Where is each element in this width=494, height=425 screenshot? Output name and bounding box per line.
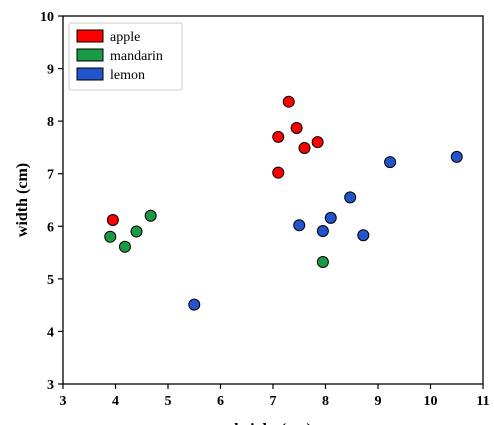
x-tick-label-1: 4 — [112, 394, 119, 409]
lemon-point-6 — [384, 156, 397, 169]
x-tick-label-2: 5 — [165, 394, 172, 409]
mandarin-point-3 — [144, 209, 157, 222]
y-tick-label-3: 6 — [47, 220, 54, 235]
y-axis-title: width (cm) — [14, 163, 31, 237]
x-tick-label-6: 9 — [375, 394, 382, 409]
plot-area — [104, 95, 463, 311]
x-tick-label-5: 8 — [322, 394, 329, 409]
apple-point-0 — [106, 213, 119, 226]
apple-point-2 — [272, 166, 285, 179]
x-tick-label-7: 10 — [424, 394, 438, 409]
x-tick-label-0: 3 — [60, 394, 67, 409]
y-tick-label-0: 3 — [47, 378, 54, 393]
legend-label-apple: apple — [110, 30, 140, 45]
x-axis-title: height (cm) — [234, 421, 312, 425]
apple-point-3 — [282, 95, 295, 108]
lemon-point-5 — [357, 229, 370, 242]
lemon-point-4 — [344, 191, 357, 204]
apple-point-5 — [298, 141, 311, 154]
axes: 3 4 5 6 7 8 9 10 11 3 4 5 6 7 8 9 10 height (cm) width (cm… — [14, 10, 490, 425]
y-tick-label-4: 7 — [47, 168, 54, 183]
mandarin-point-4 — [316, 256, 329, 269]
apple-point-1 — [272, 130, 285, 143]
apple-point-6 — [311, 136, 324, 149]
legend-swatch-lemon — [76, 67, 104, 81]
x-tick-label-3: 6 — [217, 394, 224, 409]
y-tick-label-7: 10 — [40, 10, 54, 25]
legend-label-lemon: lemon — [110, 68, 145, 83]
lemon-point-3 — [324, 211, 337, 224]
lemon-point-0 — [188, 298, 201, 311]
legend-swatch-mandarin — [76, 48, 104, 62]
y-tick-label-2: 5 — [47, 273, 54, 288]
x-tick-label-4: 7 — [270, 394, 277, 409]
lemon-point-1 — [293, 219, 306, 232]
y-tick-label-6: 9 — [47, 63, 54, 78]
mandarin-point-0 — [104, 230, 117, 243]
mandarin-point-2 — [130, 225, 143, 238]
x-tick-label-8: 11 — [476, 394, 489, 409]
mandarin-point-1 — [118, 240, 131, 253]
apple-point-4 — [290, 121, 303, 134]
lemon-point-2 — [316, 225, 329, 238]
y-tick-label-1: 4 — [47, 325, 54, 340]
legend: apple mandarin lemon — [68, 22, 183, 91]
legend-label-mandarin: mandarin — [110, 49, 163, 64]
lemon-point-7 — [450, 150, 463, 163]
y-tick-label-5: 8 — [47, 115, 54, 130]
legend-swatch-apple — [76, 29, 104, 43]
